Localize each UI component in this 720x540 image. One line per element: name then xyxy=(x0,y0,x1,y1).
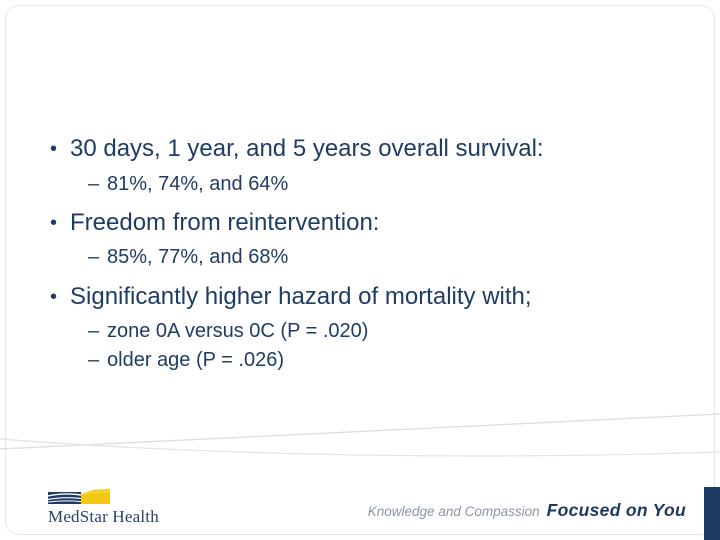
sub-bullet-text: 81%, 74%, and 64% xyxy=(107,173,289,195)
accent-bar xyxy=(704,487,720,540)
bullet-item: • Freedom from reintervention: xyxy=(0,209,720,237)
bullet-marker: • xyxy=(50,212,58,234)
bullet-text: Significantly higher hazard of mortality… xyxy=(70,283,532,310)
dash-marker: – xyxy=(88,349,100,371)
dash-marker: – xyxy=(88,246,100,268)
bullet-marker: • xyxy=(50,138,58,160)
bullet-text: 30 days, 1 year, and 5 years overall sur… xyxy=(70,135,544,162)
sub-bullet-item: – zone 0A versus 0C (P = .020) xyxy=(0,320,720,343)
dash-marker: – xyxy=(88,320,100,342)
bullet-text: Freedom from reintervention: xyxy=(70,209,380,236)
sub-bullet-text: 85%, 77%, and 68% xyxy=(107,246,289,268)
tagline: Knowledge and Compassion Focused on You xyxy=(368,500,686,521)
medstar-wordmark: MedStar Health xyxy=(48,507,159,526)
dash-marker: – xyxy=(88,173,100,195)
sub-bullet-item: – 85%, 77%, and 68% xyxy=(0,246,720,269)
slide-border xyxy=(5,5,715,535)
sub-bullet-text: zone 0A versus 0C (P = .020) xyxy=(107,320,369,342)
sub-bullet-item: – 81%, 74%, and 64% xyxy=(0,173,720,196)
sub-bullet-text: older age (P = .026) xyxy=(107,349,284,371)
medstar-health-logo: MedStar Health xyxy=(48,489,159,527)
bullet-marker: • xyxy=(50,286,58,308)
sub-bullet-item: – older age (P = .026) xyxy=(0,349,720,372)
tagline-regular-text: Knowledge and Compassion xyxy=(367,504,540,519)
bullet-item: • 30 days, 1 year, and 5 years overall s… xyxy=(0,135,720,163)
tagline-bold-text: Focused on You xyxy=(546,500,686,520)
bullet-item: • Significantly higher hazard of mortali… xyxy=(0,283,720,311)
medstar-flag-icon xyxy=(48,489,110,504)
